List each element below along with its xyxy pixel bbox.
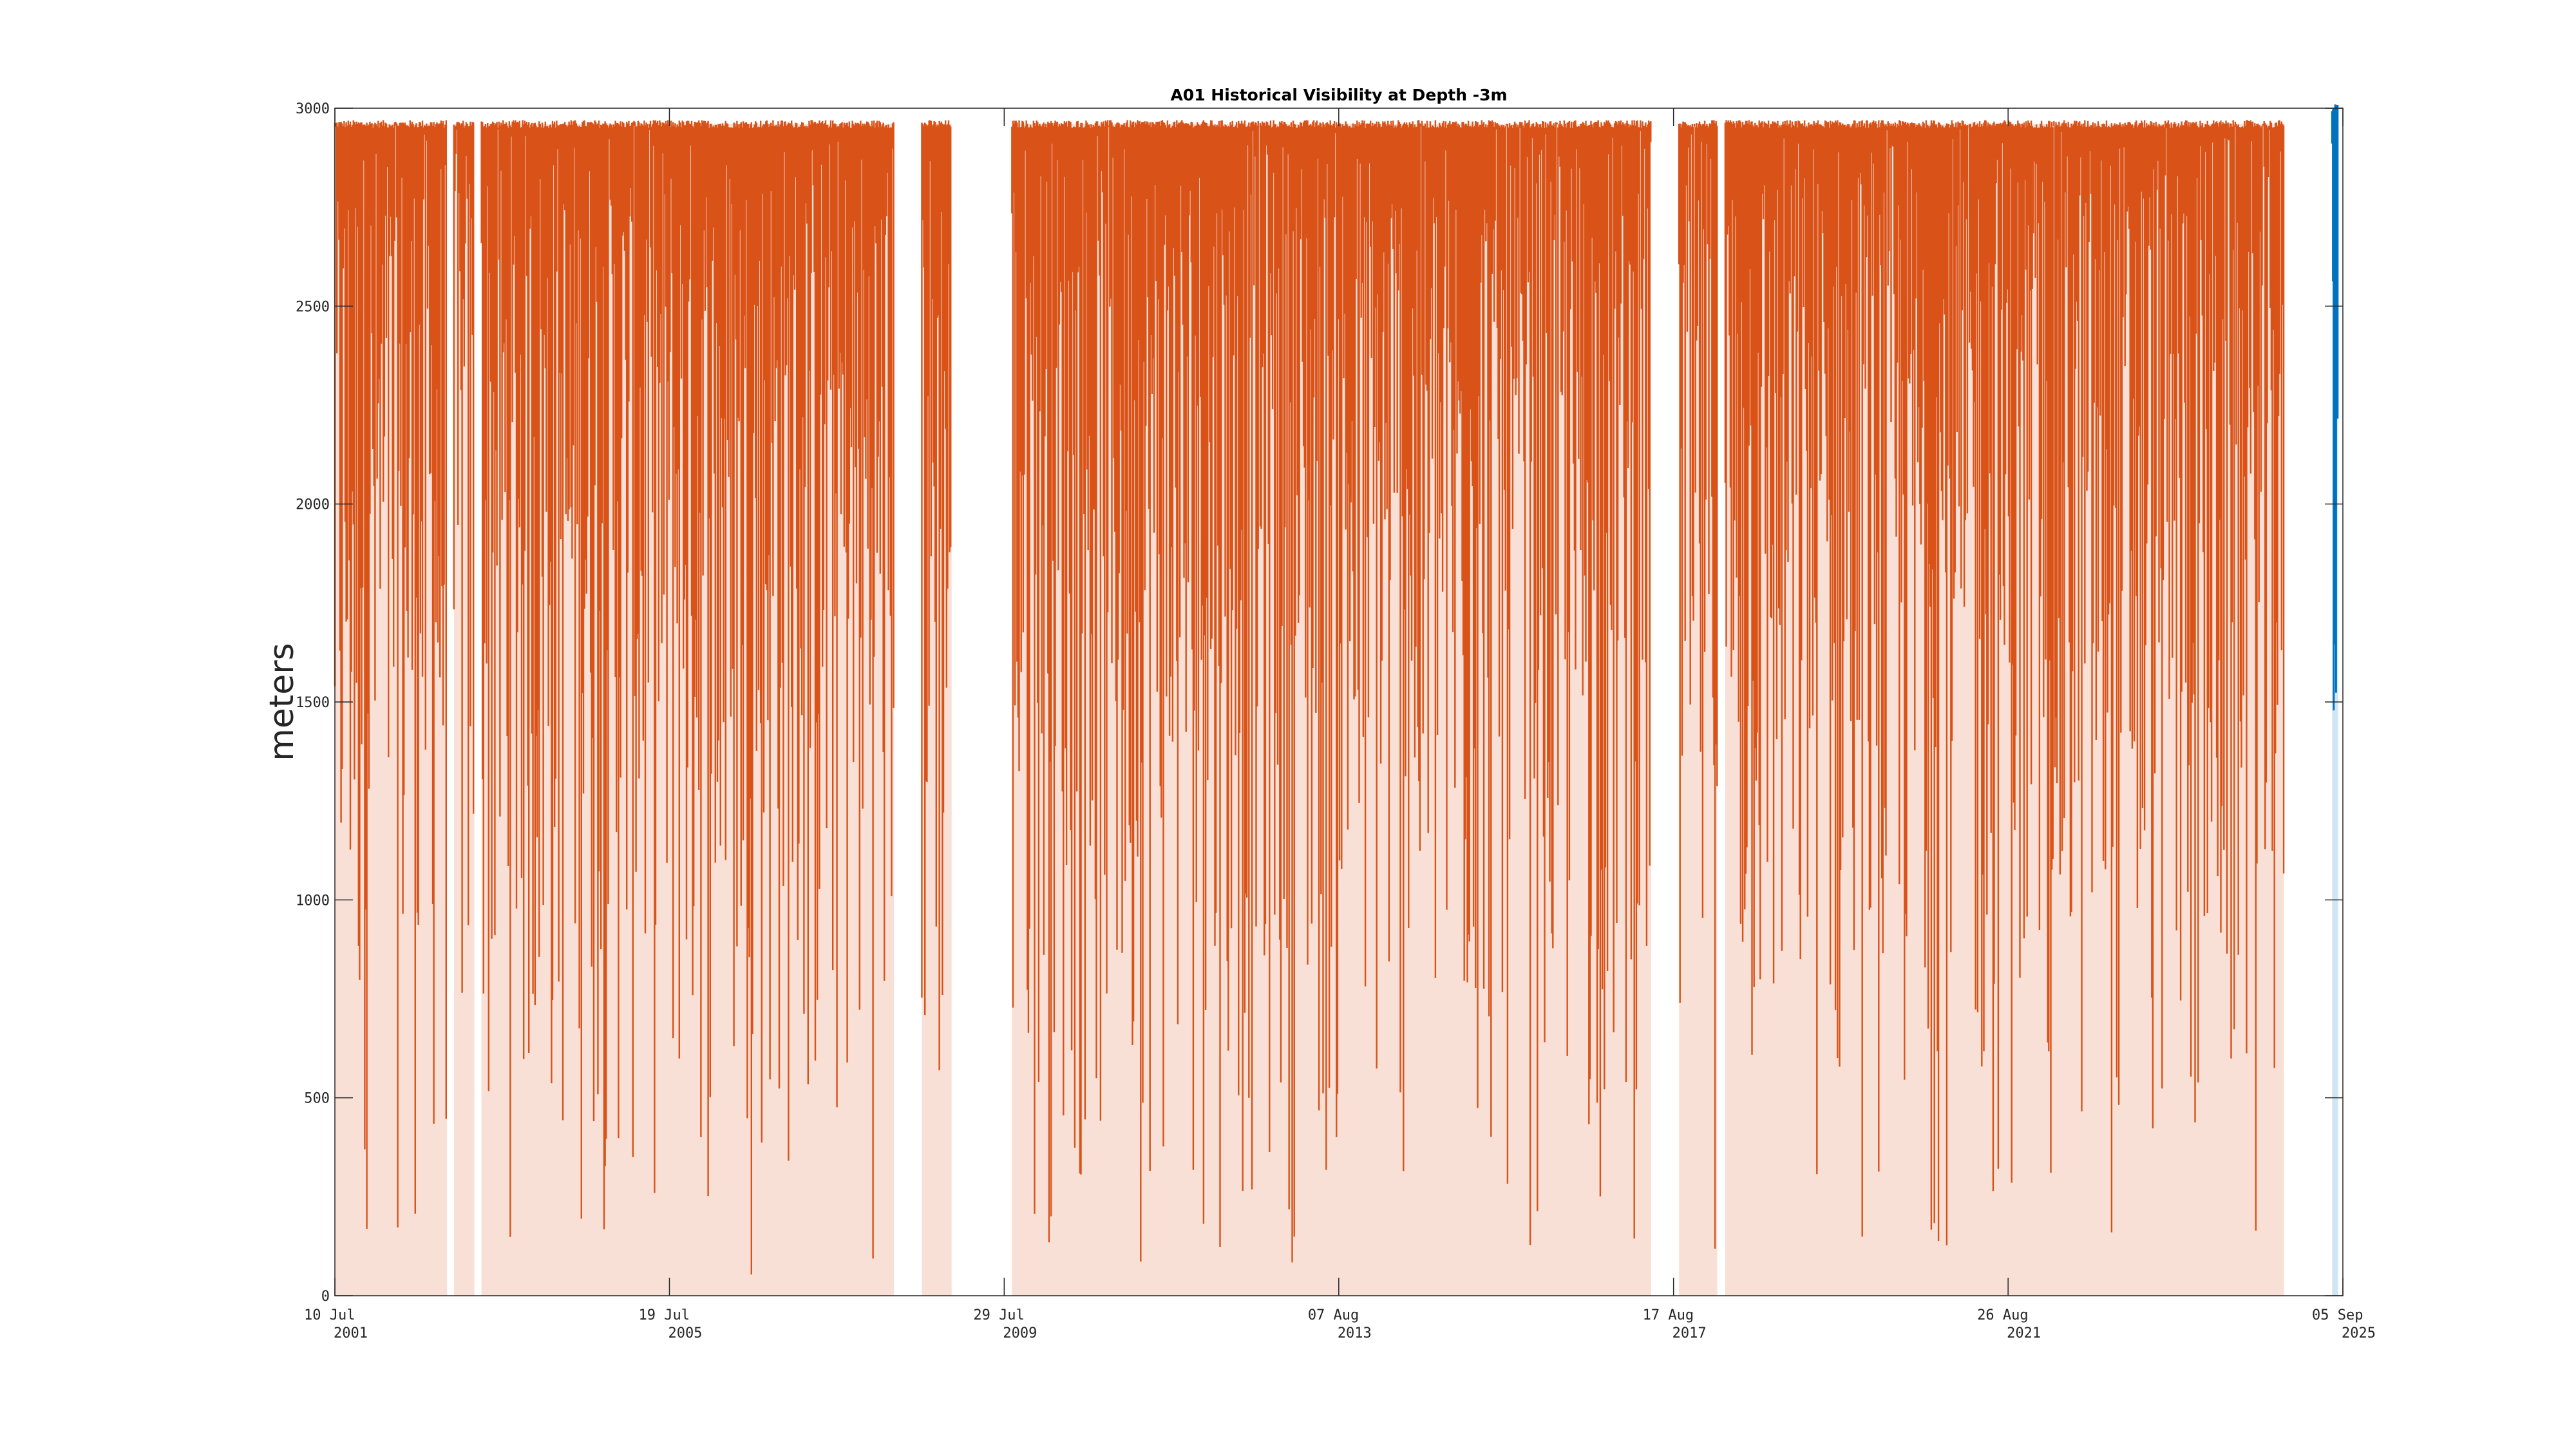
x-tick-label-line2-3: 2013	[1338, 1325, 1372, 1341]
y-axis-label: meters	[263, 643, 301, 761]
x-tick-label-line2-6: 2025	[2342, 1325, 2376, 1341]
x-tick-label-line1-2: 29 Jul	[973, 1307, 1024, 1323]
series-0-range-1-line	[453, 120, 475, 993]
x-tick-label-line2-5: 2021	[2007, 1325, 2041, 1341]
y-tick-label-6: 3000	[296, 101, 330, 117]
y-tick-label-0: 0	[321, 1289, 330, 1305]
series-0-range-5-line	[1678, 120, 1718, 1249]
x-tick-label-line2-4: 2017	[1672, 1325, 1707, 1341]
x-tick-label-line1-1: 19 Jul	[638, 1307, 689, 1323]
y-tick-label-1: 500	[304, 1091, 330, 1107]
series-0-range-2-line	[480, 120, 895, 1274]
x-tick-label-line2-0: 2001	[334, 1325, 368, 1341]
x-tick-label-line1-0: 10 Jul	[304, 1307, 355, 1323]
tick-layer: 0 500 1000 1500 2000 2500 3000 10 Jul 2001 19 Jul…	[296, 101, 2376, 1341]
series-1-range-0-line	[2331, 104, 2339, 711]
series-0-range-6-line	[1724, 120, 2285, 1245]
x-tick-label-line1-4: 17 Aug	[1643, 1307, 1694, 1323]
x-tick-label-line1-6: 05 Sep	[2312, 1307, 2363, 1323]
y-tick-label-3: 1500	[296, 695, 330, 711]
series-layer	[334, 104, 2339, 1296]
y-tick-label-2: 1000	[296, 893, 330, 909]
x-tick-label-line1-3: 07 Aug	[1308, 1307, 1359, 1323]
series-0-range-3-line	[921, 120, 952, 1070]
y-tick-label-4: 2000	[296, 497, 330, 513]
x-tick-label-line1-5: 26 Aug	[1977, 1307, 2028, 1323]
y-tick-label-5: 2500	[296, 299, 330, 315]
series-0-range-4-line	[1011, 120, 1652, 1263]
x-tick-label-line2-1: 2005	[668, 1325, 702, 1341]
chart-title: A01 Historical Visibility at Depth -3m	[1170, 86, 1507, 104]
x-tick-label-line2-2: 2009	[1003, 1325, 1037, 1341]
